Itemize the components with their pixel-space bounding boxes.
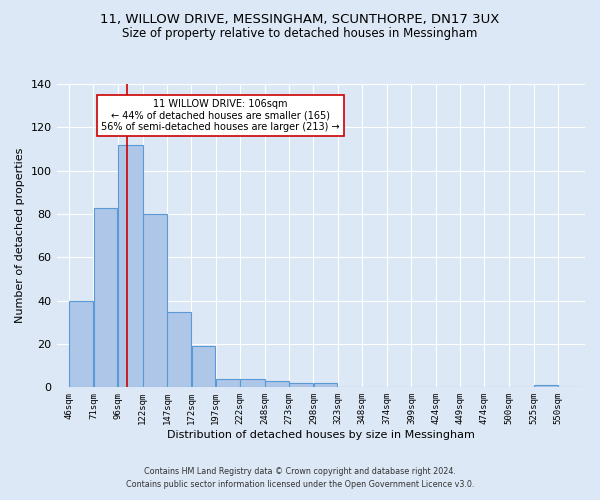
Bar [143,214,167,388]
X-axis label: Distribution of detached houses by size in Messingham: Distribution of detached houses by size … [167,430,475,440]
Bar [94,208,118,388]
Bar [167,312,191,388]
Text: 11 WILLOW DRIVE: 106sqm
← 44% of detached houses are smaller (165)
56% of semi-d: 11 WILLOW DRIVE: 106sqm ← 44% of detache… [101,99,340,132]
Text: Contains HM Land Registry data © Crown copyright and database right 2024.: Contains HM Land Registry data © Crown c… [144,467,456,476]
Bar [289,383,313,388]
Y-axis label: Number of detached properties: Number of detached properties [15,148,25,324]
Bar [70,300,93,388]
Bar [216,378,239,388]
Bar [118,144,143,388]
Bar [534,385,557,388]
Bar [314,383,337,388]
Bar [191,346,215,388]
Text: Contains public sector information licensed under the Open Government Licence v3: Contains public sector information licen… [126,480,474,489]
Text: Size of property relative to detached houses in Messingham: Size of property relative to detached ho… [122,28,478,40]
Text: 11, WILLOW DRIVE, MESSINGHAM, SCUNTHORPE, DN17 3UX: 11, WILLOW DRIVE, MESSINGHAM, SCUNTHORPE… [100,12,500,26]
Bar [265,381,289,388]
Bar [240,378,265,388]
